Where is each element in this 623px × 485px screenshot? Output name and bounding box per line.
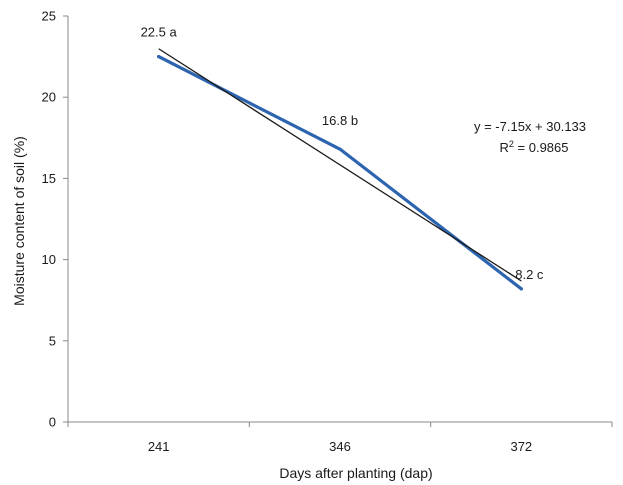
data-labels: 22.5 a 16.8 b 8.2 c — [141, 25, 544, 282]
y-axis-ticks: 0 5 10 15 20 25 — [42, 9, 68, 430]
x-axis-title: Days after planting (dap) — [279, 465, 432, 481]
series-point — [157, 55, 161, 59]
r-squared-superscript: 2 — [509, 139, 514, 149]
y-tick-label: 15 — [42, 171, 56, 186]
y-tick-label: 25 — [42, 9, 56, 24]
x-tick-label: 372 — [510, 439, 532, 454]
r-squared-prefix: R — [500, 140, 509, 155]
r-squared-value: = 0.9865 — [514, 140, 569, 155]
y-tick-label: 10 — [42, 252, 56, 267]
series-point — [519, 287, 523, 291]
series-group — [157, 54, 523, 291]
x-tick-label: 241 — [148, 439, 170, 454]
y-axis-title: Moisture content of soil (%) — [11, 136, 27, 306]
y-tick-label: 5 — [49, 333, 56, 348]
series-point — [338, 147, 342, 151]
data-label: 8.2 c — [515, 267, 544, 282]
y-tick-label: 20 — [42, 90, 56, 105]
x-axis-ticks: 241 346 372 — [67, 422, 613, 454]
data-label: 22.5 a — [141, 25, 178, 40]
data-label: 16.8 b — [322, 113, 358, 128]
trendline-equation: y = -7.15x + 30.133 — [474, 119, 586, 134]
trendline — [158, 48, 522, 282]
y-tick-label: 0 — [49, 415, 56, 430]
x-tick-label: 346 — [329, 439, 351, 454]
series-line — [157, 54, 523, 291]
trendline-r-squared: R2 = 0.9865 — [500, 139, 569, 155]
